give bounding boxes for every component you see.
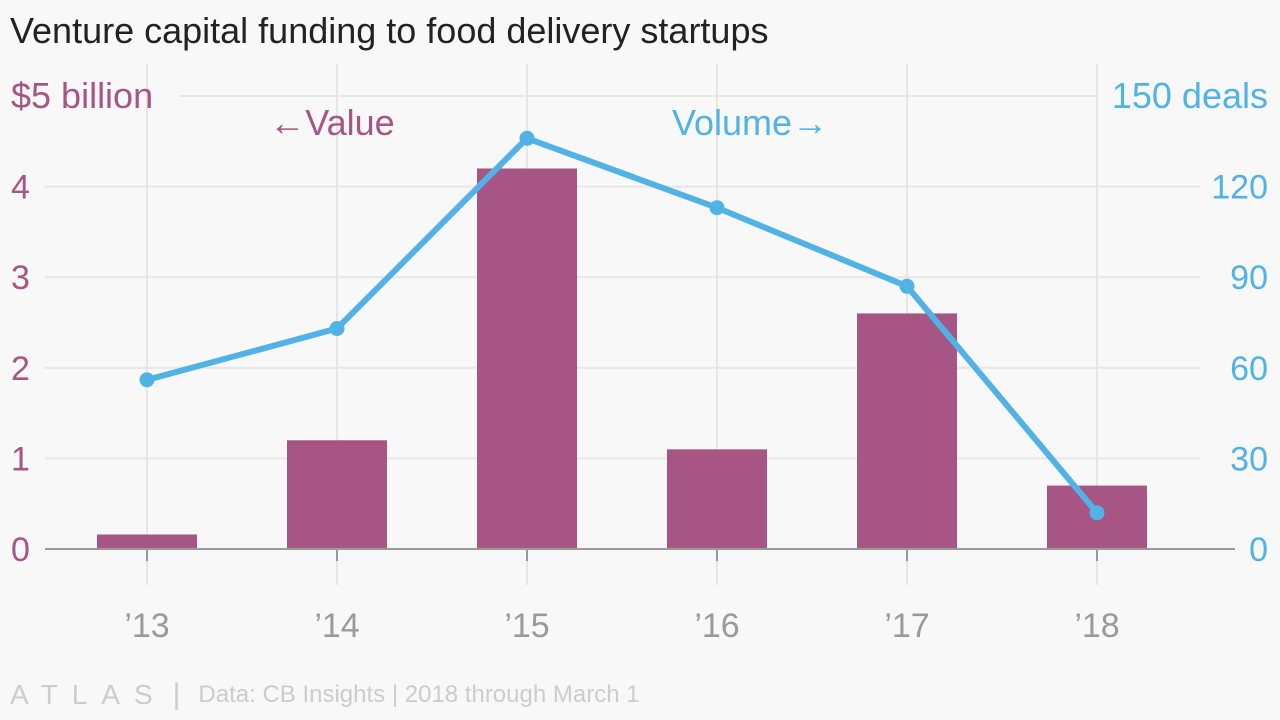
volume-point-1 [329,321,345,337]
y-right-top-label: 150 deals [1112,75,1268,116]
x-tick-label: ’15 [504,607,549,645]
volume-point-3 [709,200,725,216]
bar-value-1 [287,440,387,549]
volume-point-5 [1089,505,1105,521]
y-right-tick-label: 90 [1230,259,1268,297]
volume-point-2 [519,130,535,146]
y-left-tick-label: 2 [11,350,30,388]
volume-point-4 [899,278,915,294]
x-tick-label: ’18 [1074,607,1119,645]
y-left-tick-label: 0 [11,531,30,569]
volume-line [146,135,1100,515]
x-tick-label: ’17 [884,607,929,645]
bar-value-4 [857,313,957,549]
chart-title: Venture capital funding to food delivery… [10,10,769,51]
chart-footer: ATLAS | Data: CB Insights | 2018 through… [10,678,640,712]
y-left-tick-label: 3 [11,259,30,297]
y-right-tick-label: 30 [1230,440,1268,478]
y-right-tick-label: 120 [1211,169,1268,207]
y-right-tick-label: 60 [1230,350,1268,388]
atlas-logo: ATLAS [10,679,167,710]
volume-point-0 [139,372,155,388]
bar-value-2 [477,168,577,550]
value-annotation: ←Value [269,102,394,143]
x-tick-label: ’16 [694,607,739,645]
x-tick-label: ’14 [314,607,359,645]
volume-annotation: Volume→ [672,102,828,143]
source-note: Data: CB Insights | 2018 through March 1 [198,681,640,708]
y-right-tick-label: 0 [1249,531,1268,569]
y-left-top-label: $5 billion [11,75,153,116]
y-left-tick-label: 4 [11,169,30,207]
footer-separator: | [172,678,181,711]
x-tick-label: ’13 [124,607,169,645]
bar-value-3 [667,449,767,549]
bar-value-0 [97,534,197,549]
y-left-tick-label: 1 [11,440,30,478]
